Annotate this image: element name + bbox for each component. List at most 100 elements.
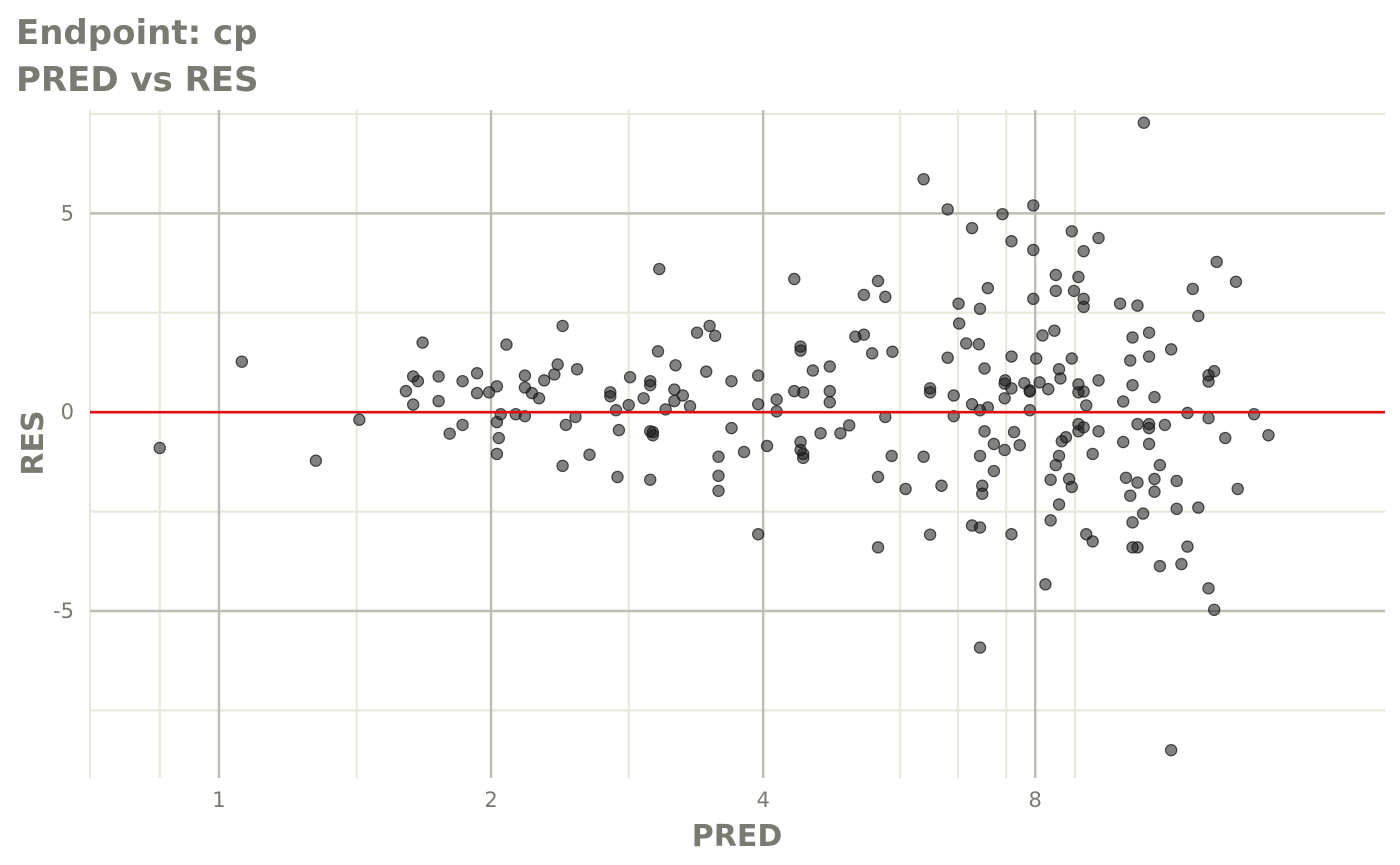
data-point-0	[153, 441, 166, 455]
x-tick-label-3: 8	[1029, 788, 1042, 812]
data-point-171	[1065, 225, 1078, 238]
data-point-139	[1005, 235, 1018, 248]
data-point-62	[708, 329, 722, 343]
data-point-187	[1086, 535, 1099, 548]
data-point-103	[899, 482, 912, 496]
major-gridlines	[90, 110, 1385, 778]
data-point-42	[612, 423, 626, 437]
data-point-7	[411, 374, 425, 388]
data-point-174	[1072, 270, 1085, 284]
data-point-13	[456, 418, 469, 432]
data-point-134	[996, 207, 1009, 221]
x-axis-title: PRED	[692, 819, 782, 854]
data-point-6	[406, 398, 420, 411]
data-point-2	[309, 454, 323, 467]
data-point-20	[492, 431, 506, 445]
data-point-138	[998, 443, 1011, 457]
data-point-137	[998, 392, 1011, 405]
data-point-148	[1023, 385, 1037, 398]
data-point-11	[443, 427, 456, 440]
data-point-94	[857, 328, 871, 341]
data-point-70	[752, 369, 765, 382]
data-point-202	[1131, 476, 1144, 489]
data-point-51	[646, 425, 660, 439]
data-point-150	[1027, 243, 1040, 257]
data-point-219	[1164, 743, 1178, 757]
x-tick-label-2: 4	[756, 788, 769, 812]
data-point-9	[432, 370, 445, 383]
data-point-214	[1153, 458, 1167, 472]
data-point-183	[1077, 421, 1090, 434]
data-point-57	[669, 359, 682, 372]
data-point-185	[1080, 399, 1093, 412]
data-point-114	[952, 297, 965, 310]
data-point-29	[538, 374, 551, 387]
data-point-33	[559, 418, 573, 432]
data-point-40	[609, 404, 623, 417]
data-point-231	[1202, 411, 1215, 425]
data-point-53	[653, 262, 666, 276]
data-point-196	[1124, 489, 1137, 502]
data-point-97	[871, 470, 885, 484]
data-point-60	[690, 326, 704, 339]
data-point-128	[978, 425, 991, 438]
data-point-14	[470, 367, 484, 380]
data-point-95	[865, 347, 879, 360]
data-point-172	[1067, 284, 1081, 298]
data-point-144	[1013, 438, 1026, 452]
data-point-15	[470, 386, 484, 400]
data-point-10	[432, 394, 445, 408]
data-point-32	[556, 319, 569, 333]
data-point-204	[1131, 541, 1144, 554]
data-point-195	[1124, 354, 1137, 367]
data-point-206	[1142, 326, 1156, 339]
data-point-215	[1153, 559, 1167, 573]
data-point-63	[712, 450, 725, 463]
data-point-152	[1030, 352, 1043, 365]
data-point-99	[879, 290, 892, 304]
data-point-12	[456, 374, 469, 388]
data-point-91	[842, 419, 856, 432]
data-point-39	[604, 390, 617, 403]
data-point-151	[1027, 292, 1040, 306]
data-point-4	[399, 384, 413, 398]
data-point-116	[960, 337, 973, 350]
data-point-56	[668, 394, 681, 408]
data-point-225	[1186, 282, 1199, 296]
data-point-98	[871, 541, 885, 554]
data-point-208	[1142, 421, 1156, 435]
data-point-19	[490, 380, 504, 393]
data-point-140	[1005, 350, 1018, 363]
data-point-197	[1126, 378, 1139, 392]
data-point-37	[583, 448, 596, 461]
chart-title-line-1: Endpoint: cp	[16, 13, 258, 53]
data-point-52	[651, 345, 665, 358]
minor-gridlines	[88, 110, 1385, 778]
x-tick-label-0: 1	[212, 788, 225, 812]
data-point-107	[923, 386, 937, 399]
data-point-235	[1219, 431, 1232, 445]
data-point-133	[987, 464, 1001, 478]
y-tick-label-1: 0	[61, 400, 74, 424]
data-points	[153, 116, 1275, 757]
data-point-73	[760, 439, 774, 453]
data-point-102	[886, 345, 899, 358]
data-point-64	[712, 469, 725, 483]
data-point-212	[1148, 390, 1161, 404]
data-point-130	[981, 281, 995, 295]
data-point-8	[416, 336, 429, 349]
data-point-125	[976, 487, 989, 500]
data-point-220	[1170, 474, 1183, 488]
data-point-84	[797, 386, 810, 399]
data-point-230	[1202, 582, 1215, 595]
data-point-194	[1119, 471, 1133, 484]
data-point-111	[941, 351, 954, 364]
data-point-76	[788, 272, 801, 286]
data-point-203	[1131, 417, 1144, 431]
data-point-227	[1192, 501, 1205, 514]
data-point-221	[1170, 502, 1183, 516]
data-point-36	[570, 363, 584, 376]
data-point-233	[1207, 603, 1221, 617]
data-point-127	[978, 362, 991, 375]
data-point-87	[823, 360, 836, 373]
